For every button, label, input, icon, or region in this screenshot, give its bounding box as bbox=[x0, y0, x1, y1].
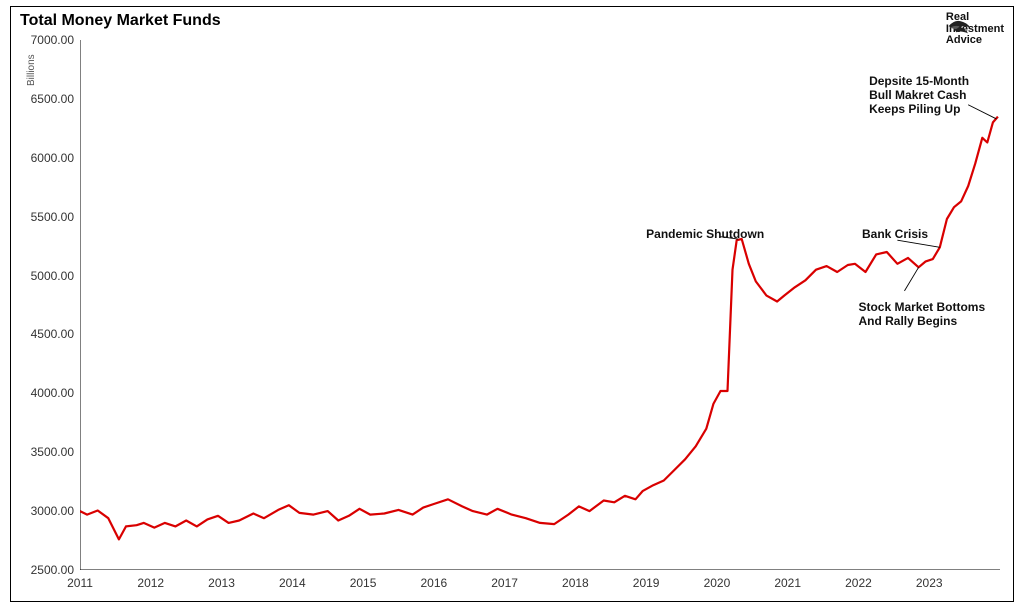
chart-title: Total Money Market Funds bbox=[20, 12, 221, 30]
y-axis-title: Billions bbox=[26, 54, 37, 86]
x-tick-label: 2019 bbox=[633, 576, 660, 590]
y-tick-label: 5000.00 bbox=[22, 269, 74, 283]
x-tick-label: 2020 bbox=[704, 576, 731, 590]
y-tick-label: 3000.00 bbox=[22, 504, 74, 518]
annotation-label: Depsite 15-Month Bull Makret Cash Keeps … bbox=[869, 75, 969, 116]
x-tick-label: 2023 bbox=[916, 576, 943, 590]
x-tick-label: 2016 bbox=[420, 576, 447, 590]
x-tick-label: 2012 bbox=[137, 576, 164, 590]
x-tick-label: 2022 bbox=[845, 576, 872, 590]
y-tick-label: 7000.00 bbox=[22, 33, 74, 47]
annotation-label: Bank Crisis bbox=[862, 228, 928, 242]
eagle-icon bbox=[946, 12, 972, 38]
x-tick-label: 2014 bbox=[279, 576, 306, 590]
y-tick-label: 6000.00 bbox=[22, 151, 74, 165]
x-tick-label: 2011 bbox=[67, 576, 93, 590]
x-tick-label: 2013 bbox=[208, 576, 235, 590]
x-tick-label: 2017 bbox=[491, 576, 518, 590]
x-tick-label: 2015 bbox=[350, 576, 377, 590]
y-tick-label: 4500.00 bbox=[22, 327, 74, 341]
annotation-label: Stock Market Bottoms And Rally Begins bbox=[858, 301, 985, 329]
y-tick-label: 5500.00 bbox=[22, 210, 74, 224]
x-tick-label: 2021 bbox=[774, 576, 801, 590]
x-tick-label: 2018 bbox=[562, 576, 589, 590]
y-tick-label: 2500.00 bbox=[22, 563, 74, 577]
y-tick-label: 3500.00 bbox=[22, 445, 74, 459]
chart-frame: Total Money Market Funds Real Investment… bbox=[0, 0, 1024, 608]
y-tick-label: 6500.00 bbox=[22, 92, 74, 106]
y-tick-label: 4000.00 bbox=[22, 386, 74, 400]
annotation-label: Pandemic Shutdown bbox=[646, 228, 764, 242]
